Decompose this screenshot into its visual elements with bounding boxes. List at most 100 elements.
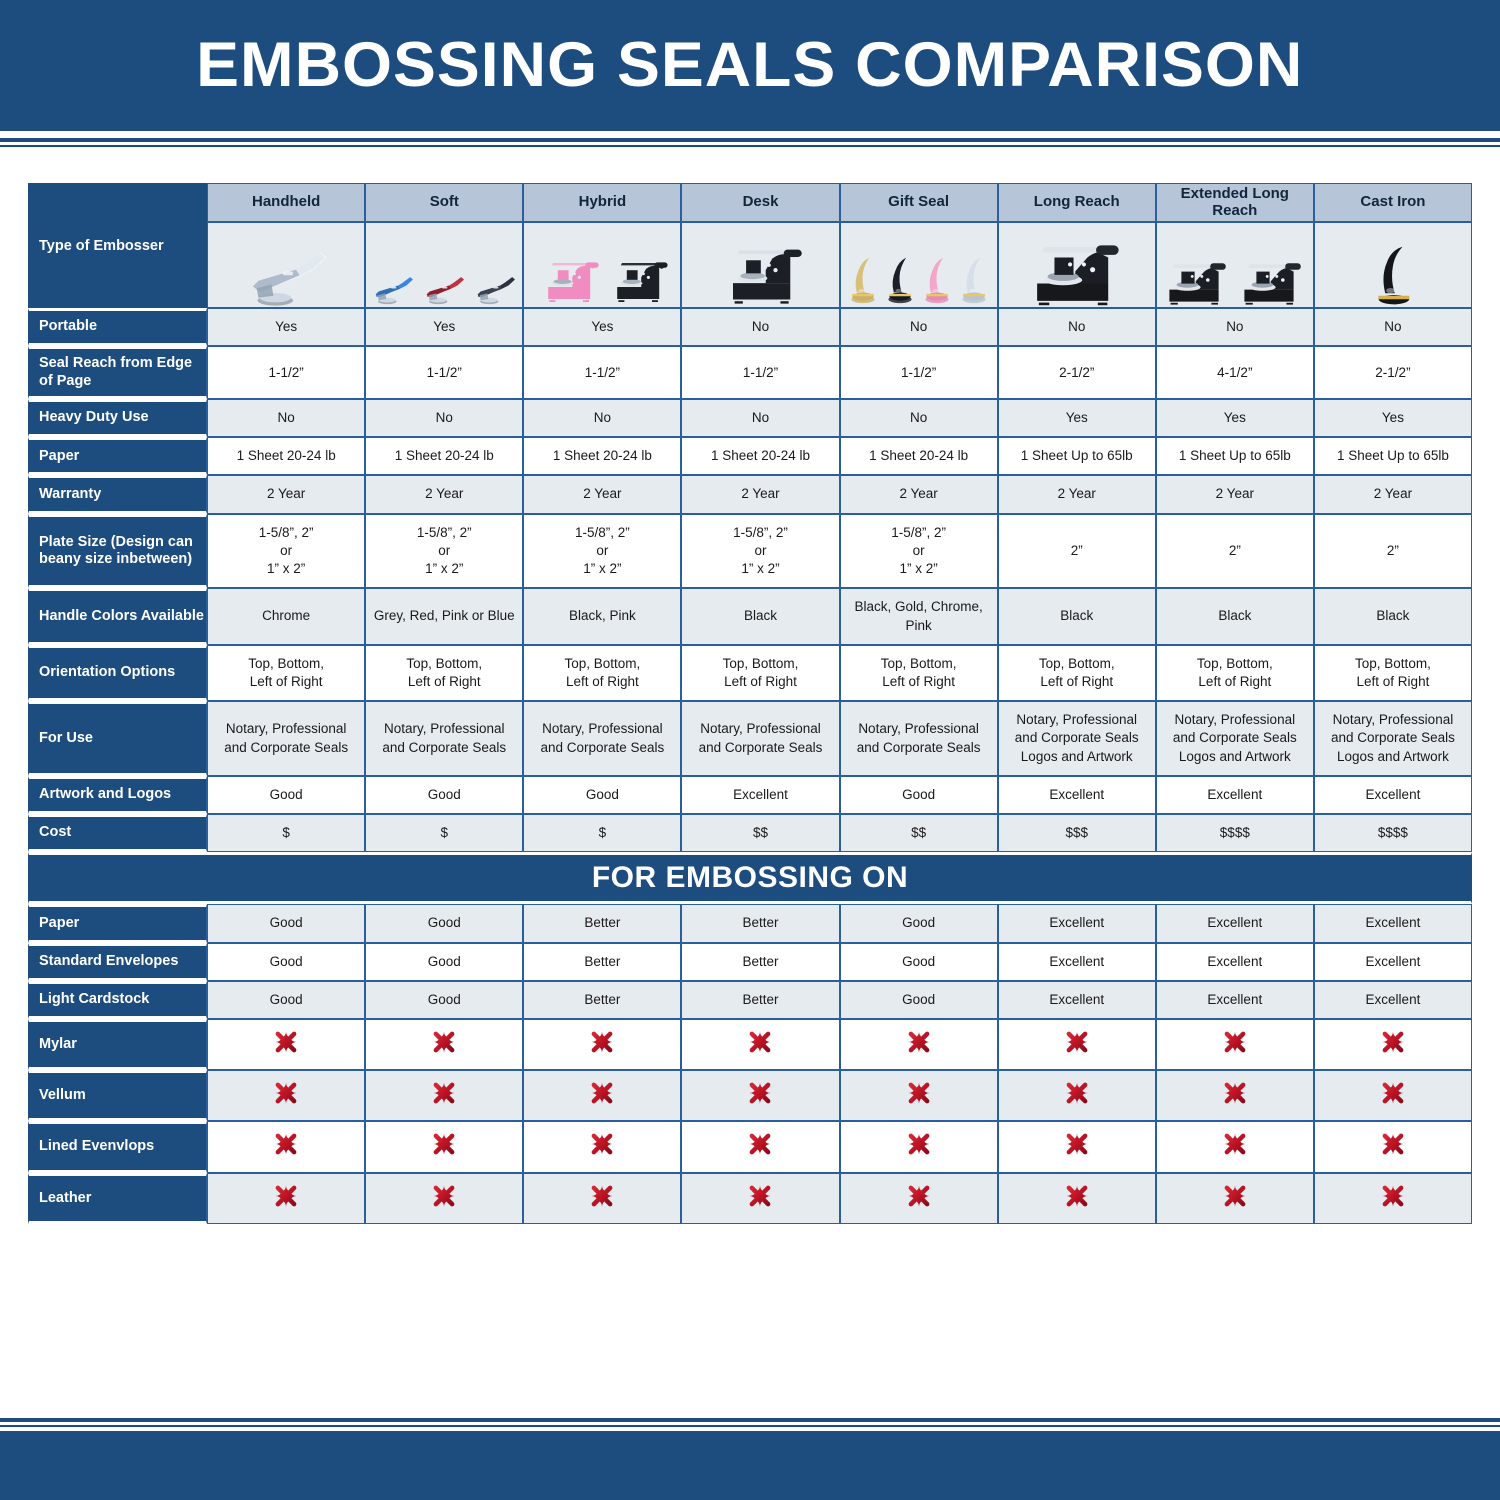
cell-cost-handheld: $ [207,814,366,853]
cell-embossing-standard-envelopes-hybrid: Better [523,942,682,981]
row-label-seal-reach-from-edge-of-page: Seal Reach from Edge of Page [28,346,208,399]
cell-embossing-lined-evenvlops-gift-seal [839,1121,998,1173]
cell-line: and Corporate Seals [698,739,823,755]
cell-line: Better [742,991,779,1007]
cell-artwork-and-logos-soft: Good [365,775,524,815]
column-header-gift-seal: Gift Seal [839,183,998,222]
column-header-long-reach: Long Reach [997,183,1156,222]
cell-embossing-lined-evenvlops-handheld [207,1121,366,1173]
cell-paper-gift-seal: 1 Sheet 20-24 lb [839,437,998,476]
table-row-portable: Portable Yes Yes Yes No No No No No [28,308,1472,347]
cell-portable-gift-seal: No [839,308,998,347]
cell-embossing-leather-long-reach [997,1172,1156,1224]
table-row-handle-colors-available: Handle Colors Available Chrome Grey, Red, … [28,588,1472,645]
cell-portable-long-reach: No [997,308,1156,347]
cell-line: $$$$ [1219,825,1250,841]
cell-embossing-standard-envelopes-long-reach: Excellent [997,942,1156,981]
cell-embossing-lined-evenvlops-extended-long-reach [1155,1121,1314,1173]
cell-line: Excellent [1049,991,1105,1007]
cell-cost-hybrid: $ [523,814,682,853]
cell-line: Left of Right [882,673,955,689]
cell-line: Yes [1381,410,1404,425]
x-unavailable-icon [747,1131,773,1157]
row-label-handle-colors-available: Handle Colors Available [28,588,208,645]
cell-embossing-leather-soft [365,1172,524,1224]
cell-handle-colors-available-desk: Black [681,588,840,645]
table-row-heavy-duty-use: Heavy Duty Use No No No No No Yes Yes Yes [28,399,1472,438]
column-header-desk: Desk [681,183,840,222]
row-label-embossing-vellum: Vellum [28,1070,208,1122]
cell-embossing-paper-hybrid: Better [523,904,682,943]
cell-embossing-mylar-soft [365,1018,524,1071]
cell-line: 1-5/8”, 2” [258,524,314,540]
cell-embossing-paper-gift-seal: Good [839,904,998,943]
cell-embossing-paper-soft: Good [365,904,524,943]
cast-iron-embosser-icon [1315,223,1471,307]
cell-line: 1” x 2” [741,561,780,577]
row-label-text: Heavy Duty Use [39,409,149,426]
table-row-warranty: Warranty 2 Year 2 Year 2 Year 2 Year 2 Year 2 … [28,475,1472,514]
cell-embossing-mylar-cast-iron [1313,1018,1472,1071]
column-header-label: Soft [429,193,459,211]
cell-plate-size-design-can-beany-size-inbetween-desk: 1-5/8”, 2” or 1” x 2” [681,513,840,589]
cell-for-use-long-reach: Notary, Professional and Corporate Seals L… [997,701,1156,776]
cell-heavy-duty-use-desk: No [681,399,840,438]
cell-seal-reach-from-edge-of-page-extended-long-reach: 4-1/2” [1155,346,1314,399]
cell-embossing-leather-gift-seal [839,1172,998,1224]
x-unavailable-icon [1380,1183,1406,1209]
column-header-label: Extended Long Reach [1180,185,1289,219]
cell-line: Logos and Artwork [1337,748,1449,764]
cell-handle-colors-available-long-reach: Black [997,588,1156,645]
comparison-table: Type of Embosser Handheld Soft Hybrid Desk Gi… [28,183,1472,1224]
cell-artwork-and-logos-cast-iron: Excellent [1313,775,1472,815]
x-unavailable-icon [589,1131,615,1157]
cell-line: No [1068,319,1086,334]
table-row-for-use: For Use Notary, Professional and Corporate… [28,701,1472,776]
cell-paper-hybrid: 1 Sheet 20-24 lb [523,437,682,476]
cell-line: Left of Right [1198,673,1272,689]
row-label-text: Vellum [39,1087,86,1104]
cell-line: No [1384,319,1402,334]
cell-embossing-vellum-gift-seal [839,1070,998,1122]
cell-line: and Corporate Seals [1331,730,1455,746]
cell-line: $$$ [1065,825,1088,841]
cell-seal-reach-from-edge-of-page-hybrid: 1-1/2” [523,346,682,399]
cell-line: 2 Year [1373,486,1413,502]
cell-line: Yes [433,319,456,334]
cell-line: and Corporate Seals [1014,730,1139,746]
cell-embossing-light-cardstock-long-reach: Excellent [997,980,1156,1019]
cell-line: Top, Bottom, [880,655,957,671]
section-banner-label: FOR EMBOSSING ON [591,861,909,895]
cell-embossing-paper-cast-iron: Excellent [1313,904,1472,943]
cell-plate-size-design-can-beany-size-inbetween-long-reach: 2” [997,513,1156,589]
cell-paper-handheld: 1 Sheet 20-24 lb [207,437,366,476]
cell-orientation-options-handheld: Top, Bottom, Left of Right [207,644,366,702]
cell-line: Excellent [1365,786,1421,802]
x-unavailable-icon [431,1131,457,1157]
cell-line: Better [584,915,621,931]
cell-artwork-and-logos-long-reach: Excellent [997,775,1156,815]
cell-for-use-handheld: Notary, Professional and Corporate Seals [207,701,366,776]
cell-heavy-duty-use-extended-long-reach: Yes [1155,399,1314,438]
cell-line: 1 Sheet 20-24 lb [236,448,336,464]
x-unavailable-icon [1380,1080,1406,1106]
cell-line: 4-1/2” [1217,364,1253,380]
x-unavailable-icon [431,1183,457,1209]
cell-line: Good [585,786,619,802]
cell-seal-reach-from-edge-of-page-soft: 1-1/2” [365,346,524,399]
cell-line: Excellent [1207,991,1263,1007]
table-row-cost: Cost $ $ $ $$ $$ $$$ $$$$ $$$$ [28,814,1472,853]
cell-paper-desk: 1 Sheet 20-24 lb [681,437,840,476]
cell-orientation-options-desk: Top, Bottom, Left of Right [681,644,840,702]
table-row-embossing-standard-envelopes: Standard Envelopes Good Good Better Better Go… [28,942,1472,981]
cell-embossing-standard-envelopes-extended-long-reach: Excellent [1155,942,1314,981]
cell-portable-handheld: Yes [207,308,366,347]
cell-heavy-duty-use-cast-iron: Yes [1313,399,1472,438]
cell-line: or [754,542,767,558]
x-unavailable-icon [273,1080,299,1106]
cell-for-use-gift-seal: Notary, Professional and Corporate Seals [839,701,998,776]
cell-line: No [751,319,770,334]
cell-hybrid-image [523,222,682,308]
cell-for-use-desk: Notary, Professional and Corporate Seals [681,701,840,776]
x-unavailable-icon [589,1183,615,1209]
